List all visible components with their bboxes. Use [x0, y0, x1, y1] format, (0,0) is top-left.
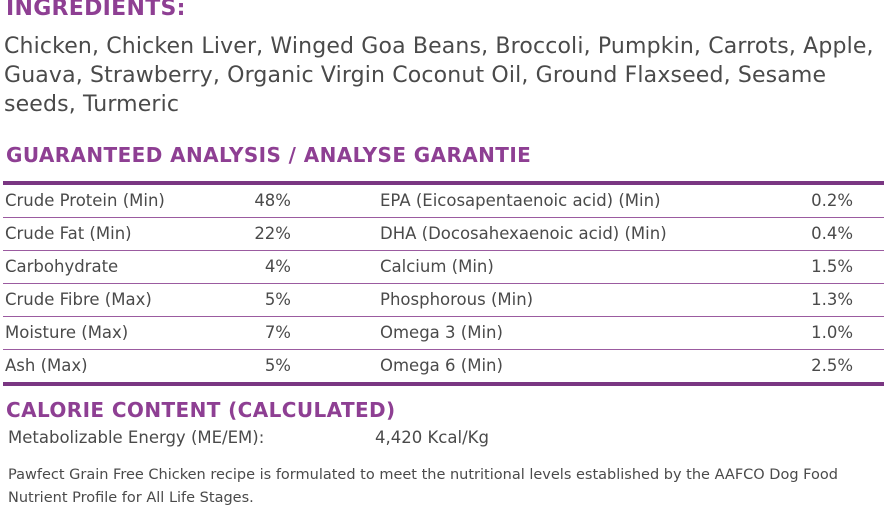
nutrient-value: 4%: [264, 257, 291, 276]
table-row: Carbohydrate 4% Calcium (Min) 1.5%: [3, 251, 884, 284]
nutrient-name: EPA (Eicosapentaenoic acid) (Min): [380, 191, 661, 210]
nutrient-name: Omega 6 (Min): [380, 356, 503, 375]
aafco-statement: Pawfect Grain Free Chicken recipe is for…: [8, 467, 838, 506]
nutrient-value: 0.4%: [811, 224, 853, 243]
metabolizable-energy-value: 4,420 Kcal/Kg: [375, 428, 489, 447]
nutrient-name: Omega 3 (Min): [380, 323, 503, 342]
nutrient-name: Crude Fat (Min): [5, 224, 132, 243]
table-row: Crude Fibre (Max) 5% Phosphorous (Min) 1…: [3, 284, 884, 317]
ingredients-list: Chicken, Chicken Liver, Winged Goa Beans…: [4, 34, 874, 117]
nutrient-value: 1.0%: [811, 323, 853, 342]
table-row: Crude Protein (Min) 48% EPA (Eicosapenta…: [3, 185, 884, 218]
guaranteed-analysis-heading: GUARANTEED ANALYSIS / ANALYSE GARANTIE: [6, 143, 532, 167]
nutrient-value: 5%: [264, 290, 291, 309]
metabolizable-energy-label: Metabolizable Energy (ME/EM):: [8, 428, 265, 447]
nutrient-value: 2.5%: [811, 356, 853, 375]
nutrient-name: Moisture (Max): [5, 323, 129, 342]
nutrient-name: Carbohydrate: [5, 257, 119, 276]
nutrient-value: 1.3%: [811, 290, 853, 309]
nutrient-name: Crude Protein (Min): [5, 191, 165, 210]
ingredients-heading: INGREDIENTS:: [6, 0, 186, 21]
nutrient-value: 48%: [254, 191, 291, 210]
nutrient-value: 5%: [264, 356, 291, 375]
nutrient-name: Ash (Max): [5, 356, 88, 375]
table-row: Moisture (Max) 7% Omega 3 (Min) 1.0%: [3, 317, 884, 350]
nutrient-value: 22%: [254, 224, 291, 243]
guaranteed-analysis-table: Crude Protein (Min) 48% EPA (Eicosapenta…: [3, 181, 884, 386]
table-row: Crude Fat (Min) 22% DHA (Docosahexaenoic…: [3, 218, 884, 251]
nutrient-value: 1.5%: [811, 257, 853, 276]
nutrient-name: DHA (Docosahexaenoic acid) (Min): [380, 224, 667, 243]
calorie-content-heading: CALORIE CONTENT (CALCULATED): [6, 398, 396, 422]
nutrient-value: 7%: [264, 323, 291, 342]
table-row: Ash (Max) 5% Omega 6 (Min) 2.5%: [3, 350, 884, 382]
nutrient-name: Calcium (Min): [380, 257, 494, 276]
nutrient-value: 0.2%: [811, 191, 853, 210]
nutrient-name: Crude Fibre (Max): [5, 290, 152, 309]
nutrient-name: Phosphorous (Min): [380, 290, 534, 309]
